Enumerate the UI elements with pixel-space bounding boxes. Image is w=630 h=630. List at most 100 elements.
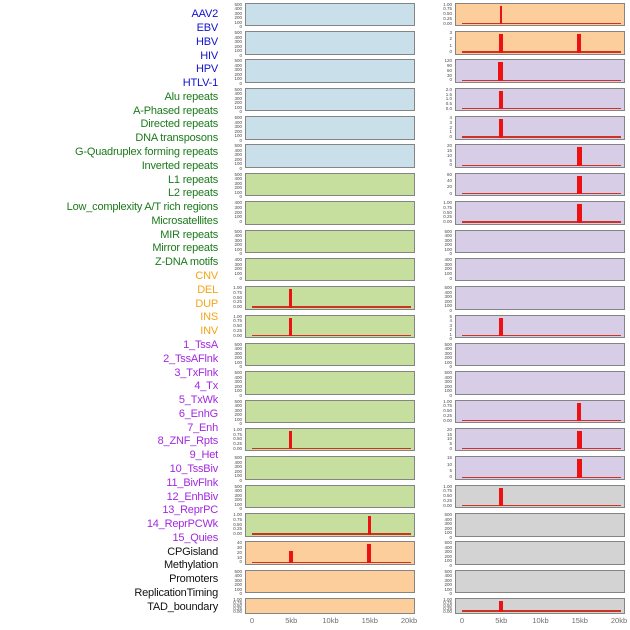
- track-label: Z-DNA motifs: [155, 256, 218, 269]
- red-baseline: [461, 107, 621, 110]
- track-row: 500 400 300 200 100 0: [429, 342, 625, 369]
- y-axis-ticks: 1.00 0.75 0.50 0.25 0.00: [429, 201, 455, 225]
- y-tick-label: 300: [234, 152, 242, 158]
- track-panel: [455, 598, 625, 614]
- y-tick-label: 0: [449, 562, 452, 568]
- red-baseline: [251, 448, 411, 450]
- track-row: 500 400 300 200 100 0: [219, 569, 415, 596]
- red-spike: [498, 487, 503, 507]
- track-row: 500 400 300 200 100 0: [429, 512, 625, 539]
- y-axis-ticks: 400 300 200 100 0: [219, 257, 245, 282]
- track-label: 11_BivFlnk: [166, 476, 218, 489]
- red-spike: [289, 317, 293, 337]
- y-tick-label: 100: [234, 586, 242, 592]
- track-label: CNV: [195, 270, 218, 283]
- track-label: G-Quadruplex forming repeats: [75, 146, 218, 158]
- y-tick-label: 400: [234, 488, 242, 494]
- y-axis-ticks: 1.00 0.75 0.50 0.25 0.00: [219, 427, 245, 452]
- y-tick-label: 15: [446, 431, 452, 437]
- y-tick-label: 0.00: [233, 531, 242, 536]
- y-axis-ticks: 20 15 10 5 0: [429, 144, 455, 168]
- track-row: 500 400 300 200 100 0: [219, 342, 415, 369]
- track-row: 400 300 200 100 0: [219, 201, 415, 225]
- y-axis-ticks: 500 400 300 200 100 0: [429, 371, 455, 398]
- y-tick-label: 100: [444, 246, 452, 252]
- y-tick-label: 100: [234, 133, 242, 139]
- y-tick-label: 100: [444, 558, 452, 564]
- y-tick-label: 0: [239, 52, 242, 58]
- track-panel: [455, 342, 625, 367]
- y-tick-label: 0: [449, 534, 452, 540]
- red-spike: [498, 119, 503, 138]
- y-tick-label: 200: [444, 355, 452, 361]
- y-axis-ticks: 500 400 300 200 100 0: [219, 31, 245, 58]
- red-spike: [289, 430, 293, 450]
- track-label: 5_TxWk: [178, 394, 218, 407]
- track-label: 3_TxFlnk: [174, 366, 218, 379]
- red-baseline: [251, 533, 411, 535]
- track-label: Low_complexity A/T rich regions: [66, 201, 219, 214]
- track-row: 1.00 0.75 0.50 0.25 0.00: [219, 598, 415, 614]
- y-tick-label: 400: [234, 403, 242, 409]
- y-tick-label: 300: [234, 379, 242, 385]
- y-tick-label: 0: [449, 392, 452, 398]
- y-tick-label: 2.0: [445, 86, 452, 92]
- y-tick-label: 1.00: [443, 483, 452, 489]
- red-baseline: [461, 504, 621, 507]
- y-tick-label: 1.00: [443, 597, 452, 603]
- y-tick-label: 0.50: [443, 209, 452, 215]
- y-tick-label: 15: [446, 455, 452, 461]
- red-baseline: [461, 164, 621, 166]
- y-tick-label: 200: [234, 266, 242, 272]
- y-tick-label: 1.00: [443, 200, 452, 206]
- y-tick-label: 300: [234, 350, 242, 356]
- y-tick-label: 0: [449, 77, 452, 83]
- y-tick-label: 300: [444, 379, 452, 385]
- y-tick-label: 100: [234, 214, 242, 220]
- y-tick-label: 200: [234, 209, 242, 215]
- y-tick-label: 400: [234, 119, 242, 125]
- y-tick-label: 40: [446, 178, 452, 184]
- y-tick-label: 300: [234, 39, 242, 45]
- y-axis-ticks: 40 30 20 10 0: [219, 541, 245, 565]
- y-tick-label: 10: [446, 152, 452, 158]
- red-spike: [499, 5, 502, 25]
- track-label: A-Phased repeats: [133, 104, 218, 117]
- track-label: Microsatellites: [151, 214, 218, 227]
- y-tick-label: 0: [239, 80, 242, 86]
- x-axis-label: 15kb: [361, 616, 378, 626]
- y-axis-ticks: 500 400 300 200 100 0: [429, 285, 455, 313]
- y-axis-ticks: 500 400 300 200 100 0: [219, 342, 245, 369]
- y-tick-label: 500: [234, 171, 242, 177]
- y-tick-label: 200: [234, 185, 242, 191]
- y-tick-label: 400: [444, 289, 452, 295]
- track-row: 500 400 300 200 100 0: [429, 229, 625, 256]
- y-tick-label: 0.50: [443, 603, 452, 609]
- track-row: 500 400 300 200 100 0: [429, 285, 625, 313]
- track-label: HTLV-1: [182, 77, 218, 90]
- y-tick-label: 500: [234, 115, 242, 121]
- y-tick-label: 300: [234, 67, 242, 73]
- y-tick-label: 0: [449, 307, 452, 313]
- y-tick-label: 500: [444, 285, 452, 291]
- y-tick-label: 0.75: [443, 403, 452, 409]
- y-tick-label: 400: [234, 233, 242, 238]
- y-tick-label: 0.25: [233, 441, 242, 447]
- y-tick-label: 1.00: [233, 512, 242, 517]
- track-row: 500 400 300 200 100 0: [219, 229, 415, 256]
- red-baseline: [461, 610, 621, 612]
- red-spike: [576, 175, 582, 195]
- track-label: 14_ReprPCWk: [146, 518, 218, 531]
- y-axis-ticks: 1.00 0.75 0.50 0.25 0.00: [429, 2, 455, 27]
- y-tick-label: 500: [444, 568, 452, 574]
- y-tick-label: 120: [444, 58, 452, 64]
- track-panel: [245, 229, 415, 253]
- track-panel: [455, 201, 625, 225]
- y-axis-ticks: 500 400 300 200 100 0: [219, 569, 245, 596]
- y-tick-label: 200: [234, 43, 242, 49]
- y-tick-label: 0: [239, 506, 242, 512]
- track-panel: [245, 172, 415, 197]
- y-axis-ticks: 500 400 300 200 100 0: [429, 568, 455, 596]
- y-tick-label: 500: [444, 512, 452, 517]
